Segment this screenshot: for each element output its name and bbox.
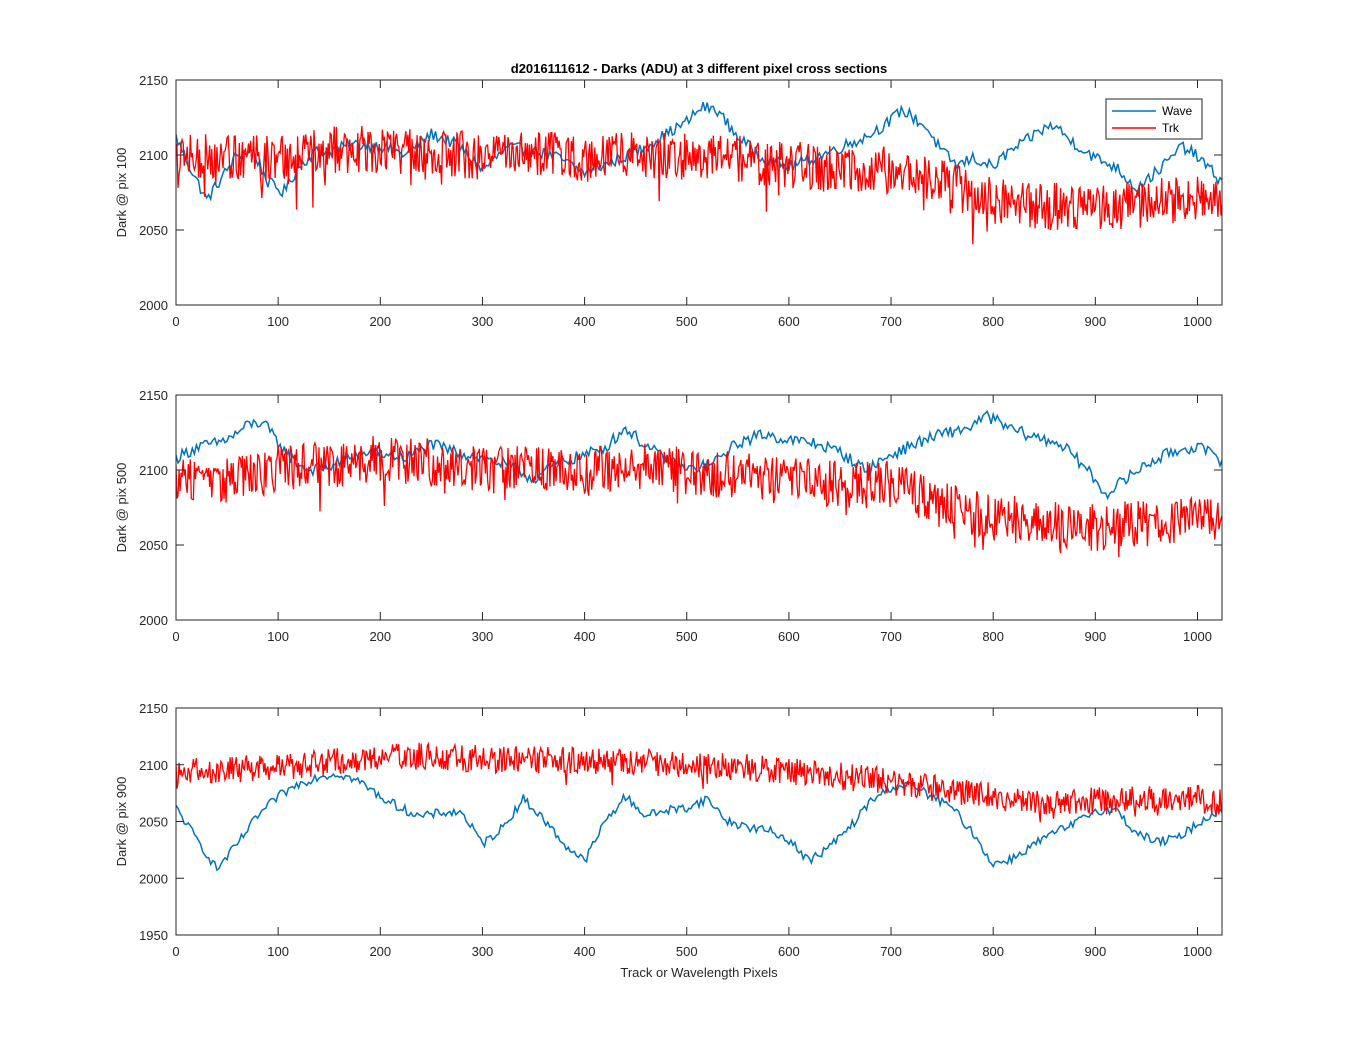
series-line-trk	[176, 436, 1222, 558]
x-tick-label: 700	[880, 944, 902, 959]
y-tick-label: 2050	[139, 815, 168, 830]
x-tick-label: 700	[880, 629, 902, 644]
y-tick-label: 2150	[139, 701, 168, 716]
x-tick-label: 500	[676, 629, 698, 644]
x-tick-label: 600	[778, 314, 800, 329]
x-tick-label: 900	[1084, 629, 1106, 644]
x-tick-label: 700	[880, 314, 902, 329]
x-tick-label: 300	[472, 629, 494, 644]
x-tick-label: 400	[574, 629, 596, 644]
x-tick-label: 800	[982, 629, 1004, 644]
x-tick-label: 100	[267, 629, 289, 644]
x-tick-label: 1000	[1183, 314, 1212, 329]
x-tick-label: 600	[778, 629, 800, 644]
y-tick-label: 2100	[139, 758, 168, 773]
subplot-1: 0 100 200 300 400 500 600 700 800 900 1000 2000 2050…	[114, 73, 1223, 329]
x-tick-label: 100	[267, 314, 289, 329]
x-tick-label: 500	[676, 314, 698, 329]
y-axis-label: Dark @ pix 100	[114, 148, 129, 238]
x-tick-label: 0	[172, 314, 179, 329]
subplot-2: 0 100 200 300 400 500 600 700 800 900 1000 2000 2050…	[114, 388, 1223, 644]
legend-box	[1105, 98, 1203, 140]
y-tick-label: 2050	[139, 538, 168, 553]
x-tick-label: 1000	[1183, 629, 1212, 644]
axes-box	[175, 394, 1223, 621]
y-tick-label: 2100	[139, 148, 168, 163]
x-tick-label: 200	[369, 944, 391, 959]
y-tick-label: 2050	[139, 223, 168, 238]
x-tick-label: 300	[472, 314, 494, 329]
y-tick-label: 2000	[139, 298, 168, 313]
legend-entry-trk: Trk	[1162, 121, 1180, 135]
x-tick-label: 0	[172, 629, 179, 644]
x-tick-label: 200	[369, 314, 391, 329]
series-line-wave	[176, 773, 1222, 872]
y-axis-label: Dark @ pix 900	[114, 777, 129, 867]
series-group	[176, 409, 1222, 558]
y-tick-label: 2100	[139, 463, 168, 478]
y-tick-label: 2000	[139, 613, 168, 628]
x-tick-label: 400	[574, 314, 596, 329]
x-tick-label: 300	[472, 944, 494, 959]
y-tick-label: 1950	[139, 928, 168, 943]
series-line-trk	[176, 741, 1222, 823]
subplot-3: 0 100 200 300 400 500 600 700 800 900 1000 1950 2000…	[114, 701, 1223, 980]
x-tick-label: 500	[676, 944, 698, 959]
y-tick-label: 2150	[139, 388, 168, 403]
subplots-container: 0 100 200 300 400 500 600 700 800 900 100020002050…	[114, 73, 1223, 980]
x-tick-label: 200	[369, 629, 391, 644]
legend: Wave Trk	[1105, 98, 1203, 140]
y-tick-label: 2000	[139, 871, 168, 886]
x-tick-label: 900	[1084, 314, 1106, 329]
x-axis-label: Track or Wavelength Pixels	[620, 965, 778, 980]
x-tick-label: 800	[982, 944, 1004, 959]
x-tick-label: 400	[574, 944, 596, 959]
series-group	[176, 102, 1222, 245]
series-line-trk	[176, 125, 1222, 245]
x-tick-label: 600	[778, 944, 800, 959]
x-tick-label: 0	[172, 944, 179, 959]
x-tick-label: 800	[982, 314, 1004, 329]
x-tick-label: 100	[267, 944, 289, 959]
x-tick-label: 1000	[1183, 944, 1212, 959]
x-tick-label: 900	[1084, 944, 1106, 959]
legend-entry-wave: Wave	[1162, 104, 1193, 118]
axes-box	[175, 79, 1223, 306]
series-group	[176, 741, 1222, 872]
chart-title: d2016111612 - Darks (ADU) at 3 different…	[511, 61, 887, 76]
y-axis-label: Dark @ pix 500	[114, 463, 129, 553]
y-tick-label: 2150	[139, 73, 168, 88]
